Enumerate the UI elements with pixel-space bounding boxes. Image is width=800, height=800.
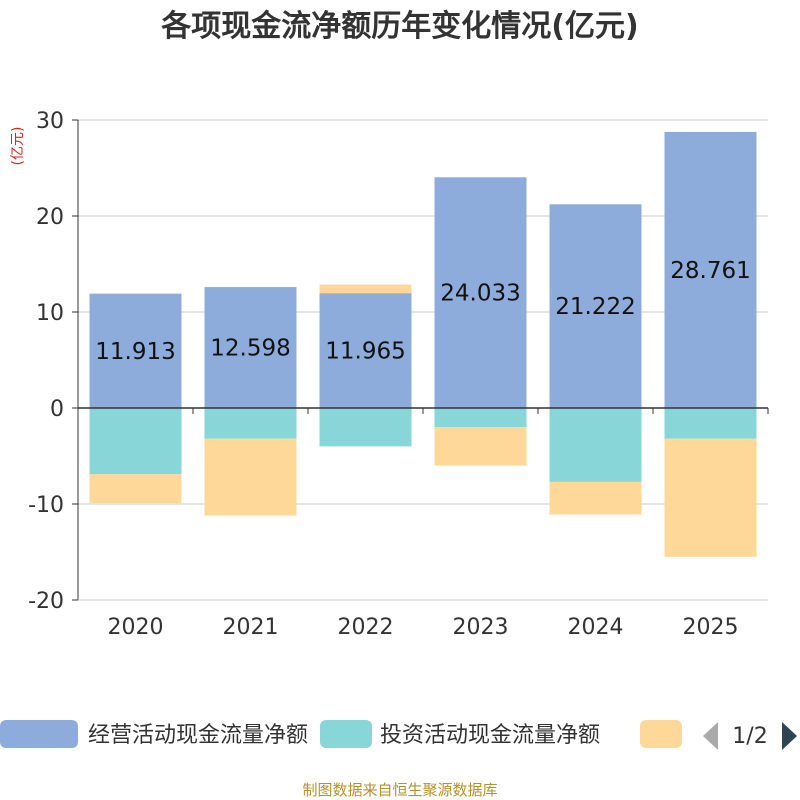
- data-label: 21.222: [555, 294, 635, 320]
- bar-investing-2025: [664, 408, 757, 439]
- data-label: 24.033: [440, 281, 520, 307]
- y-axis-ticks: 30 20 10 0 -10 -20: [28, 109, 78, 614]
- bar-financing-2025: [664, 438, 757, 557]
- bar-investing-2021: [204, 408, 297, 439]
- bar-financing-2023: [434, 427, 527, 466]
- legend-prev-page-icon[interactable]: [703, 722, 718, 750]
- bar-operating-2024: [549, 204, 642, 408]
- y-axis-unit: (亿元): [10, 127, 26, 166]
- x-axis-ticks: 2020 2021 2022 2023 2024 2025: [108, 615, 739, 640]
- bar-financing-2020: [89, 474, 182, 504]
- x-tick-label: 2025: [683, 615, 739, 640]
- y-tick-label: -10: [28, 493, 64, 518]
- bar-financing-2022: [319, 284, 412, 294]
- bar-investing-2023: [434, 408, 527, 428]
- y-tick-label: 10: [36, 301, 64, 326]
- bar-investing-2020: [89, 408, 182, 475]
- x-tick-label: 2022: [338, 615, 394, 640]
- bar-operating-2025: [664, 131, 757, 408]
- y-tick-label: 20: [36, 205, 64, 230]
- legend-swatch-investing[interactable]: [320, 720, 372, 748]
- data-label: 11.965: [325, 339, 405, 365]
- legend-next-page-icon[interactable]: [782, 722, 797, 750]
- legend-label-investing[interactable]: 投资活动现金流量净额: [380, 723, 600, 748]
- axes: [77, 120, 769, 601]
- data-label: 11.913: [95, 339, 175, 365]
- legend-swatch-financing[interactable]: [640, 720, 682, 748]
- y-tick-label: -20: [28, 589, 64, 614]
- bar-operating-2020: [89, 293, 182, 408]
- legend-label-operating[interactable]: 经营活动现金流量净额: [88, 723, 308, 748]
- data-label: 28.761: [670, 258, 750, 284]
- data-label: 12.598: [210, 336, 290, 362]
- legend[interactable]: 经营活动现金流量净额 投资活动现金流量净额: [0, 720, 682, 748]
- x-tick-label: 2023: [453, 615, 509, 640]
- bar-financing-2021: [204, 438, 297, 516]
- bar-operating-2022: [319, 293, 412, 408]
- chart-title: 各项现金流净额历年变化情况(亿元): [160, 9, 638, 44]
- x-tick-label: 2024: [568, 615, 624, 640]
- data-source: 制图数据来自恒生聚源数据库: [302, 781, 497, 799]
- bar-financing-2024: [549, 481, 642, 515]
- x-tick-label: 2020: [108, 615, 164, 640]
- x-tick-label: 2021: [223, 615, 279, 640]
- legend-page-indicator: 1/2: [732, 724, 767, 749]
- bar-investing-2022: [319, 408, 412, 447]
- bar-operating-2021: [204, 287, 297, 408]
- data-labels: 11.913 12.598 11.965 24.033 21.222 28.761: [95, 258, 750, 365]
- y-tick-label: 0: [50, 397, 64, 422]
- legend-swatch-operating[interactable]: [0, 720, 78, 748]
- bar-operating-2023: [434, 177, 527, 408]
- bar-investing-2024: [549, 408, 642, 482]
- bars: [89, 131, 757, 557]
- y-tick-label: 30: [36, 109, 64, 134]
